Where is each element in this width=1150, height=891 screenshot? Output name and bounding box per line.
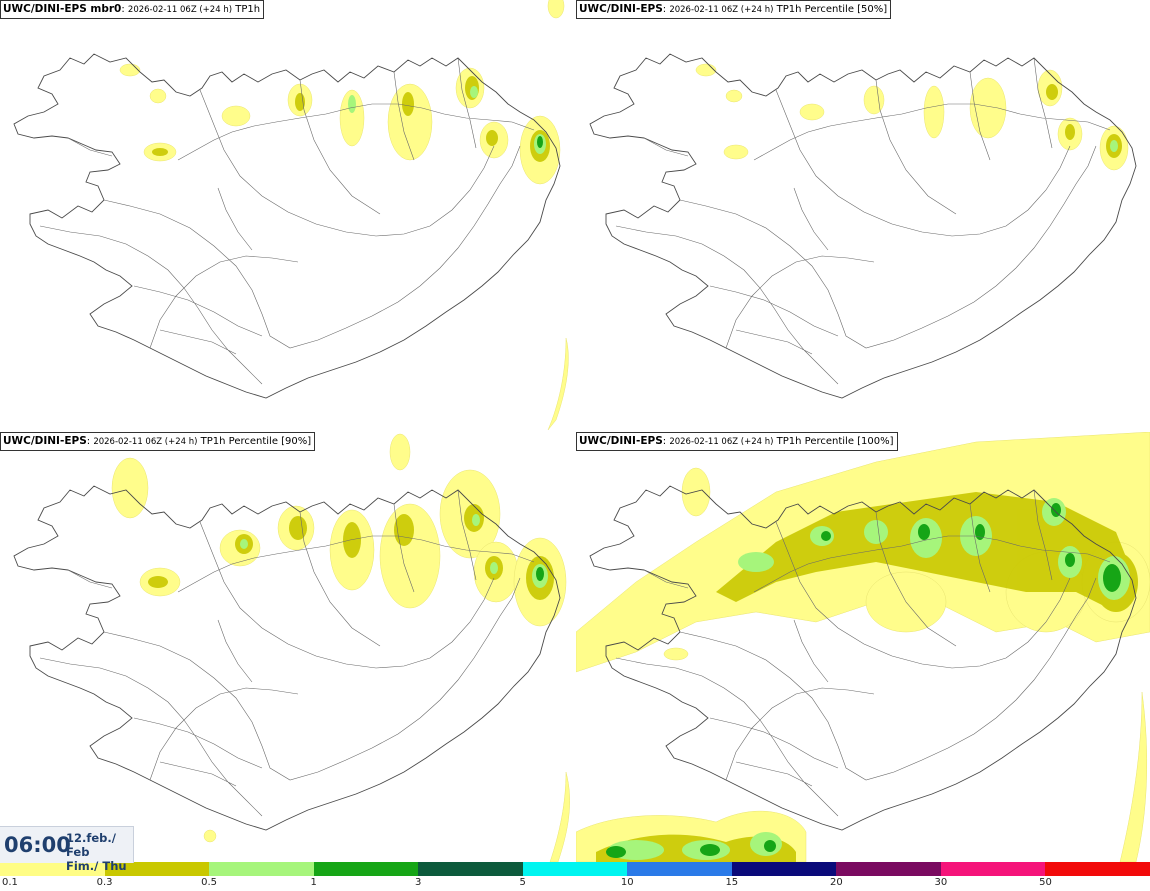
panel-title: UWC/DINI-EPS: 2026-02-11 06Z (+24 h) TP1…	[576, 432, 898, 451]
legend-swatch	[627, 862, 732, 876]
panel-title: UWC/DINI-EPS: 2026-02-11 06Z (+24 h) TP1…	[0, 432, 316, 451]
legend-swatch	[522, 862, 628, 876]
parameter-name: TP1h Percentile [90%]	[200, 436, 312, 447]
legend-tick-label: 3	[414, 877, 422, 888]
precipitation-map	[576, 432, 1150, 862]
legend-swatch	[731, 862, 837, 876]
legend-swatch	[104, 862, 210, 876]
precipitation-map	[13, 0, 569, 430]
map-panel-p50: UWC/DINI-EPS: 2026-02-11 06Z (+24 h) TP1…	[576, 0, 1150, 430]
legend-tick-label: 50	[1039, 877, 1052, 888]
legend-swatch	[0, 862, 105, 876]
legend-swatch	[209, 862, 314, 876]
precipitation-map	[589, 53, 1137, 399]
legend-tick-label: 10	[620, 877, 634, 888]
precipitation-map	[13, 433, 570, 862]
valid-time-box: 06:00 12.feb./ Feb Fim./ Thu	[0, 826, 134, 873]
panel-title: UWC/DINI-EPS mbr0: 2026-02-11 06Z (+24 h…	[0, 0, 265, 19]
legend-tick-label: 0.1	[2, 877, 18, 888]
run-time: 2026-02-11 06Z (+24 h)	[93, 437, 198, 447]
model-name: UWC/DINI-EPS	[579, 435, 663, 447]
legend-tick-label: 1	[310, 877, 317, 888]
valid-date-line: 12.feb./ Feb	[66, 831, 116, 859]
legend-swatch	[418, 862, 523, 876]
legend-swatch	[313, 862, 419, 876]
legend-tick-label: 5	[519, 877, 526, 888]
legend-tick-label: 30	[934, 877, 948, 888]
valid-time-date: 12.feb./ Feb Fim./ Thu	[66, 831, 133, 873]
run-time: 2026-02-11 06Z (+24 h)	[669, 437, 774, 447]
parameter-name: TP1h	[235, 4, 261, 15]
run-time: 2026-02-11 06Z (+24 h)	[127, 5, 233, 15]
panel-divider-horizontal	[0, 430, 1150, 432]
panel-title: UWC/DINI-EPS: 2026-02-11 06Z (+24 h) TP1…	[576, 0, 892, 19]
legend-tick-label: 15	[725, 877, 739, 888]
legend-swatch	[940, 862, 1046, 876]
precipitation-legend: 0.1 0.3 0.5 1 3 5 10 15 20 30 50	[0, 862, 1150, 891]
map-panel-p100: UWC/DINI-EPS: 2026-02-11 06Z (+24 h) TP1…	[576, 432, 1150, 862]
model-name: UWC/DINI-EPS	[3, 435, 87, 447]
legend-swatch	[836, 862, 941, 876]
legend-tick-label: 0.5	[201, 877, 218, 888]
legend-swatch	[1045, 862, 1150, 876]
parameter-name: TP1h Percentile [50%]	[776, 4, 888, 15]
model-name: UWC/DINI-EPS mbr0	[3, 3, 122, 15]
parameter-name: TP1h Percentile [100%]	[776, 436, 894, 447]
valid-time-hour: 06:00	[4, 833, 71, 857]
model-name: UWC/DINI-EPS	[579, 3, 663, 15]
valid-day-line: Fim./ Thu	[66, 859, 127, 873]
map-panel-mbr0: UWC/DINI-EPS mbr0: 2026-02-11 06Z (+24 h…	[0, 0, 574, 430]
map-panel-p90: UWC/DINI-EPS: 2026-02-11 06Z (+24 h) TP1…	[0, 432, 574, 862]
legend-tick-label: 20	[829, 877, 843, 888]
legend-tick-label: 0.3	[96, 877, 113, 888]
legend-color-bar	[0, 862, 1150, 876]
run-time: 2026-02-11 06Z (+24 h)	[669, 5, 774, 15]
